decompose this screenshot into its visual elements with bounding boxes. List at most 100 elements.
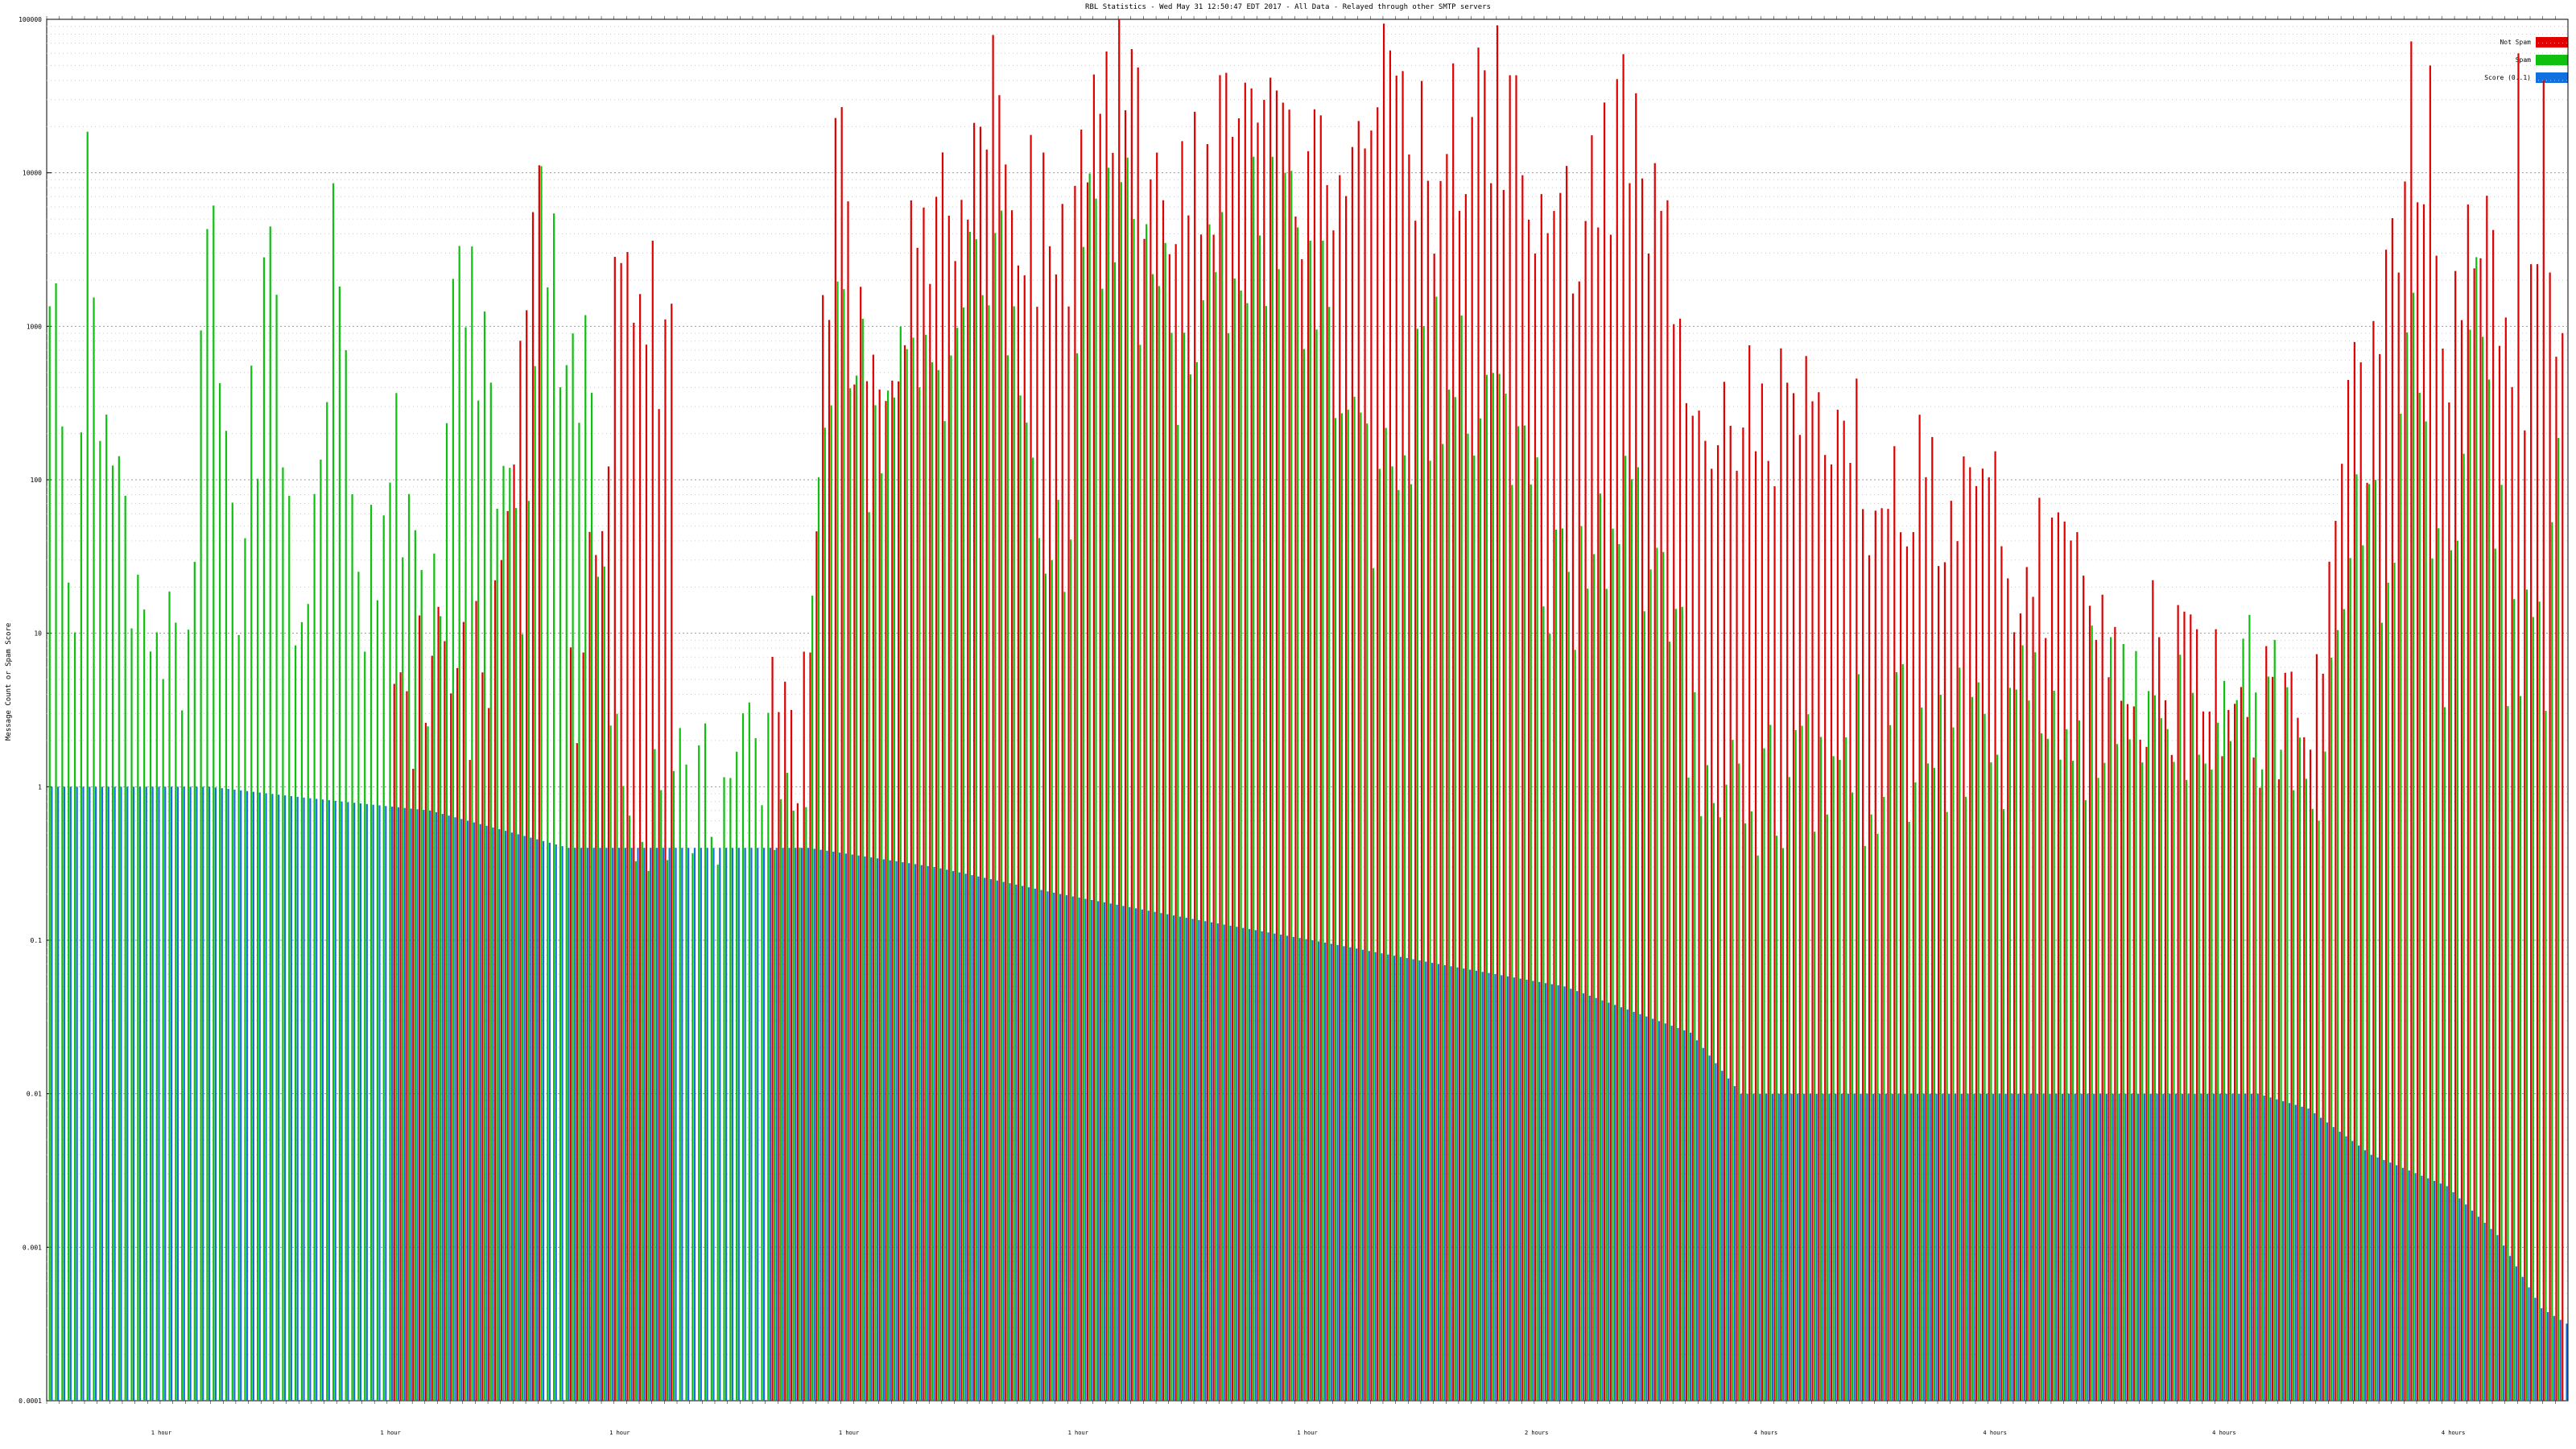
bar-spam (1328, 307, 1331, 1402)
bar-not-spam (1118, 19, 1121, 1401)
bar-not-spam (878, 389, 881, 1401)
bar-score (1381, 953, 1383, 1401)
bar-spam (2204, 763, 2207, 1401)
bar-score (1129, 906, 1131, 1401)
bar-score (927, 865, 929, 1401)
bar-spam (2015, 689, 2017, 1401)
bar-not-spam (1843, 420, 1845, 1401)
bar-spam (55, 283, 57, 1401)
bar-spam (1101, 288, 1104, 1402)
bar-not-spam (941, 152, 944, 1402)
bar-score (2376, 1157, 2379, 1401)
bar-not-spam (1156, 152, 1158, 1402)
bar-not-spam (1232, 137, 1234, 1401)
bar-not-spam (2107, 677, 2110, 1401)
bar-spam (1769, 724, 1772, 1401)
bar-spam (1139, 345, 1141, 1401)
bar-not-spam (1181, 141, 1183, 1402)
bar-not-spam (2442, 349, 2444, 1401)
bar-score (2566, 1323, 2568, 1401)
bar-not-spam (437, 606, 440, 1401)
bar-not-spam (1673, 324, 1675, 1402)
bar-spam (1883, 796, 1885, 1401)
bar-spam (1750, 811, 1752, 1401)
bar-not-spam (1716, 445, 1719, 1401)
bar-spam (634, 861, 638, 1401)
bar-spam (887, 390, 890, 1401)
bar-score (321, 799, 324, 1401)
bar-spam (1284, 172, 1286, 1402)
bar-not-spam (1250, 88, 1253, 1402)
bar-spam (2059, 759, 2062, 1401)
bar-score (719, 848, 721, 1401)
bar-not-spam (500, 559, 502, 1402)
bar-spam (326, 402, 328, 1401)
bar-not-spam (1464, 194, 1467, 1402)
bar-score (1557, 985, 1559, 1401)
bar-score (1443, 964, 1446, 1401)
bar-not-spam (2328, 561, 2330, 1401)
bar-not-spam (1471, 117, 1473, 1401)
bar-spam (2519, 696, 2522, 1401)
bar-not-spam (2303, 737, 2306, 1401)
bar-spam (1592, 554, 1596, 1401)
bar-spam (2273, 639, 2276, 1401)
bar-score (1103, 902, 1106, 1401)
bar-spam (616, 713, 618, 1401)
bar-spam (402, 557, 404, 1401)
bar-score (183, 786, 185, 1401)
bar-score (1847, 1093, 1849, 1401)
bar-not-spam (2083, 576, 2085, 1401)
bar-spam (1694, 692, 1696, 1401)
bar-score (933, 867, 935, 1401)
bar-score (1254, 930, 1257, 1401)
bar-not-spam (1502, 189, 1505, 1402)
bar-score (1922, 1093, 1925, 1401)
bar-not-spam (1420, 80, 1423, 1401)
bar-spam (1360, 412, 1362, 1401)
bar-score (2458, 1198, 2461, 1401)
bar-score (882, 859, 885, 1401)
x-tick-label: 2 hours (1525, 1430, 1549, 1436)
bar-score (1639, 1013, 1641, 1401)
bar-not-spam (1805, 356, 1807, 1401)
bar-not-spam (1534, 253, 1537, 1401)
bar-spam (1832, 756, 1835, 1401)
bar-not-spam (418, 615, 421, 1401)
bar-not-spam (2190, 614, 2192, 1401)
bar-score (555, 844, 557, 1401)
bar-not-spam (2384, 250, 2388, 1402)
bar-spam (1700, 815, 1703, 1401)
bar-score (1790, 1093, 1793, 1401)
bar-spam (754, 737, 757, 1401)
bar-spam (2173, 762, 2175, 1401)
bar-score (164, 786, 167, 1401)
bar-score (1418, 960, 1421, 1401)
bar-not-spam (1143, 238, 1146, 1401)
bar-spam (1839, 759, 1841, 1401)
bar-score (63, 786, 66, 1401)
bar-spam (1442, 444, 1444, 1401)
bar-score (2131, 1093, 2133, 1401)
bar-score (769, 848, 772, 1401)
bar-not-spam (828, 320, 831, 1401)
bar-score (1494, 974, 1496, 1401)
bar-spam (1429, 460, 1431, 1401)
bar-spam (2242, 638, 2244, 1401)
bar-not-spam (1414, 221, 1417, 1402)
bar-not-spam (2158, 637, 2161, 1401)
bar-not-spam (1767, 460, 1769, 1401)
bar-not-spam (1849, 463, 1852, 1401)
bar-spam (919, 387, 921, 1401)
bar-not-spam (1975, 485, 1978, 1401)
bar-not-spam (1571, 293, 1575, 1402)
bar-not-spam (1956, 541, 1959, 1402)
bar-not-spam (1641, 178, 1644, 1402)
bar-spam (1170, 332, 1173, 1401)
bar-not-spam (531, 212, 535, 1401)
bar-spam (1656, 547, 1658, 1402)
bar-score (1670, 1026, 1673, 1401)
bar-score (1904, 1093, 1906, 1401)
bar-score (410, 808, 412, 1401)
bar-spam (275, 295, 278, 1401)
